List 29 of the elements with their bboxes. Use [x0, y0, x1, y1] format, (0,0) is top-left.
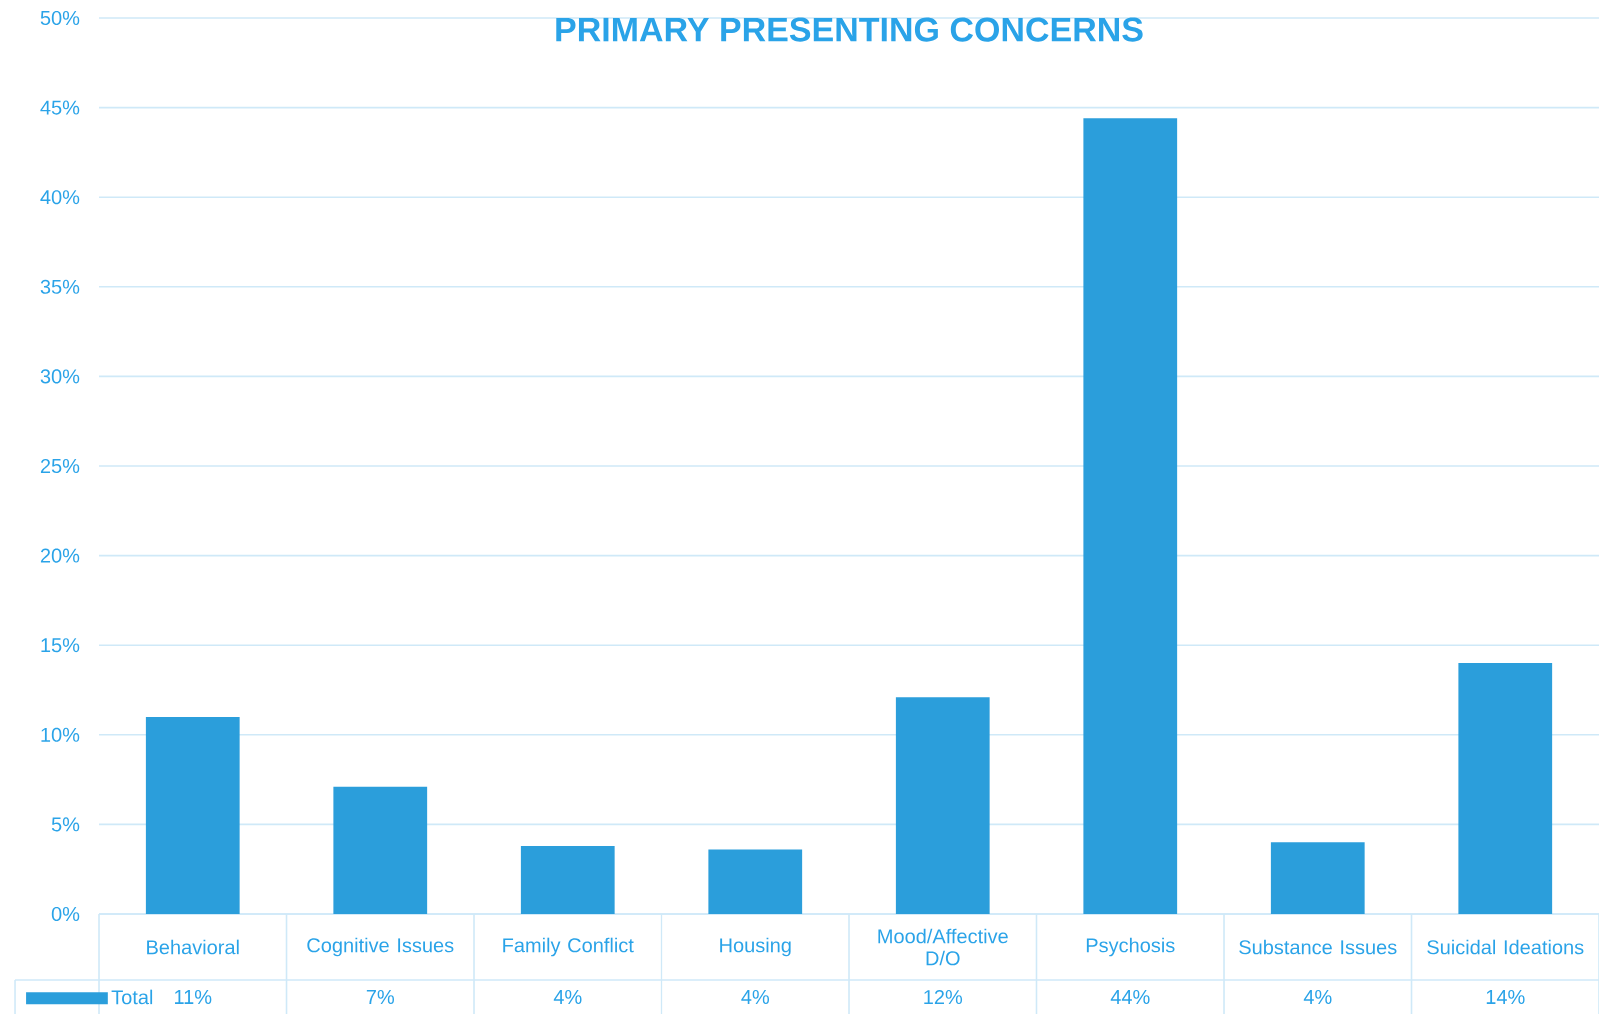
y-tick-label: 50%: [40, 10, 80, 26]
x-tick-label: Psychosis: [1086, 937, 1175, 957]
y-tick-label: 25%: [40, 458, 80, 474]
y-tick-label: 5%: [51, 817, 80, 832]
y-tick-label: 30%: [40, 369, 80, 384]
data-label: 4%: [741, 989, 770, 1005]
data-label: 7%: [366, 989, 395, 1005]
data-label: 12%: [924, 989, 963, 1005]
data-label: 4%: [1303, 989, 1332, 1005]
data-label: 14%: [1486, 989, 1525, 1005]
x-tick-label: Cognitive Issues: [307, 937, 454, 957]
chart-title: PRIMARY PRESENTING CONCERNS: [556, 17, 1143, 42]
legend-label: Total: [111, 989, 153, 1005]
x-tick-label: Behavioral: [147, 939, 239, 955]
data-label: 11%: [175, 989, 212, 1005]
x-tick-label: Suicidal Ideations: [1427, 939, 1584, 955]
y-tick-label: 15%: [41, 638, 80, 653]
x-tick-label: Family Conflict: [503, 937, 634, 957]
data-label: 44%: [1110, 989, 1150, 1005]
x-tick-label: Housing: [720, 937, 791, 957]
y-tick-label: 40%: [40, 190, 80, 205]
y-tick-label: 0%: [51, 906, 80, 922]
x-tick-label: Mood/Affective D/O: [878, 928, 1008, 966]
y-tick-label: 20%: [40, 548, 80, 563]
y-tick-label: 10%: [41, 727, 80, 742]
y-tick-label: 35%: [40, 279, 80, 294]
y-tick-label: 45%: [40, 100, 80, 115]
x-tick-label: Substance Issues: [1239, 939, 1397, 955]
data-label: 4%: [553, 989, 582, 1005]
